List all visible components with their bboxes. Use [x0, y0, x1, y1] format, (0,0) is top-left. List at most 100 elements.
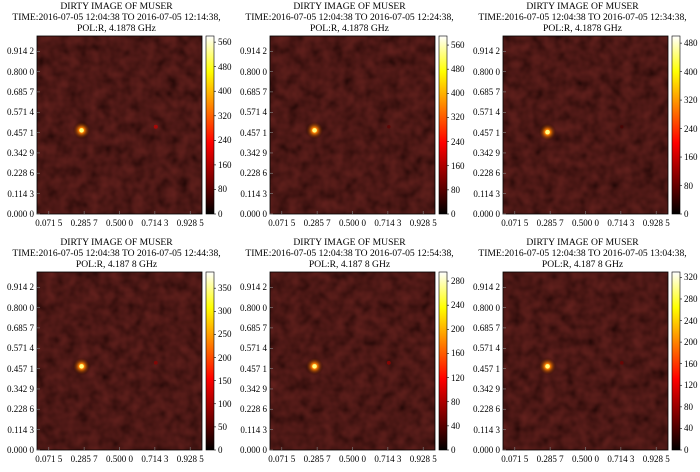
- colorbar-tick-label: 250: [218, 329, 232, 340]
- colorbar-tick-label: 240: [218, 135, 232, 146]
- x-tick-label: 0.500 0: [339, 218, 366, 228]
- chart-title: DIRTY IMAGE OF MUSER: [526, 237, 639, 248]
- y-tick-label: 0.800 0: [240, 302, 267, 313]
- colorbar-tick-label: 0: [451, 445, 456, 455]
- y-tick-label: 0.800 0: [473, 302, 500, 313]
- x-tick-label: 0.928 5: [409, 218, 437, 228]
- source-peak-point: [312, 364, 317, 369]
- y-tick-label: 0.914 2: [7, 46, 34, 57]
- chart-subtitle: POL:R, 4.187 8 GHz: [75, 259, 158, 270]
- colorbar-tick-label: 480: [684, 38, 698, 49]
- chart-title: DIRTY IMAGE OF MUSER: [60, 1, 173, 12]
- x-tick-label: 0.071 5: [35, 454, 63, 464]
- x-tick-label: 0.285 7: [70, 454, 98, 464]
- colorbar-tick-label: 0: [218, 445, 223, 455]
- y-tick-label: 0.114 3: [7, 188, 34, 199]
- chart-title: DIRTY IMAGE OF MUSER: [60, 237, 173, 248]
- heatmap-panel: DIRTY IMAGE OF MUSER TIME:2016-07-05 12:0…: [466, 0, 699, 236]
- secondary-source-point: [387, 125, 391, 129]
- colorbar: [438, 271, 448, 451]
- y-tick-label: 0.800 0: [7, 302, 34, 313]
- colorbar: [671, 271, 681, 451]
- source-peak-point: [312, 128, 317, 133]
- colorbar-tick-label: 400: [218, 86, 232, 97]
- heatmap-noise: [270, 36, 435, 214]
- y-tick-label: 0.457 1: [473, 127, 500, 138]
- colorbar-tick-label: 480: [218, 61, 232, 72]
- y-tick-label: 0.685 7: [240, 86, 267, 97]
- source-peak-point: [545, 364, 550, 369]
- x-tick-label: 0.714 3: [141, 454, 169, 464]
- colorbar: [205, 35, 215, 215]
- x-tick-label: 0.714 3: [374, 218, 402, 228]
- heatmap-noise: [270, 272, 435, 450]
- colorbar-tick-label: 240: [451, 300, 465, 311]
- y-tick-label: 0.800 0: [7, 66, 34, 77]
- chart-title: DIRTY IMAGE OF MUSER: [293, 237, 406, 248]
- secondary-source-point: [153, 124, 158, 129]
- colorbar-tick-label: 300: [218, 306, 232, 317]
- chart-subtitle: TIME:2016-07-05 12:04:38 TO 2016-07-05 1…: [245, 12, 454, 23]
- colorbar-tick-label: 400: [684, 66, 698, 77]
- colorbar-tick-label: 80: [684, 180, 693, 191]
- colorbar-tick-label: 120: [451, 372, 465, 383]
- y-tick-label: 0.114 3: [240, 188, 267, 199]
- y-tick-label: 0.228 6: [473, 168, 500, 179]
- y-tick-label: 0.342 9: [473, 383, 500, 394]
- x-tick-label: 0.928 5: [176, 218, 204, 228]
- colorbar-tick-label: 400: [451, 88, 465, 99]
- colorbar-tick-label: 240: [451, 136, 465, 147]
- colorbar-tick-label: 560: [451, 40, 465, 51]
- chart-subtitle: TIME:2016-07-05 12:04:38 TO 2016-07-05 1…: [12, 12, 221, 23]
- y-tick-label: 0.685 7: [7, 322, 34, 333]
- heatmap-svg: [502, 271, 682, 451]
- colorbar-tick-label: 0: [684, 209, 689, 219]
- y-tick-label: 0.114 3: [473, 424, 500, 435]
- colorbar-tick-label: 200: [684, 337, 698, 348]
- colorbar-tick-label: 320: [684, 95, 698, 106]
- y-tick-label: 0.000 0: [473, 209, 500, 219]
- colorbar-tick-label: 50: [218, 421, 227, 432]
- chart-title: DIRTY IMAGE OF MUSER: [293, 1, 406, 12]
- colorbar: [438, 35, 448, 215]
- chart-subtitle: POL:R, 4.1878 GHz: [310, 23, 389, 34]
- y-tick-label: 0.000 0: [473, 445, 500, 455]
- x-tick-label: 0.714 3: [141, 218, 169, 228]
- heatmap-svg: [502, 35, 682, 215]
- x-tick-label: 0.071 5: [35, 218, 63, 228]
- x-tick-label: 0.500 0: [572, 454, 599, 464]
- x-tick-label: 0.714 3: [374, 454, 402, 464]
- colorbar-tick-label: 80: [451, 396, 460, 407]
- colorbar-tick-label: 40: [684, 423, 693, 434]
- colorbar-tick-label: 160: [684, 152, 698, 163]
- chart-subtitle: TIME:2016-07-05 12:04:38 TO 2016-07-05 1…: [478, 248, 687, 259]
- colorbar-tick-label: 320: [218, 110, 232, 121]
- heatmap-svg: [36, 271, 216, 451]
- y-tick-label: 0.342 9: [7, 383, 34, 394]
- y-tick-label: 0.457 1: [240, 363, 267, 374]
- y-tick-label: 0.228 6: [240, 168, 267, 179]
- x-tick-label: 0.928 5: [409, 454, 437, 464]
- y-tick-label: 0.800 0: [473, 66, 500, 77]
- x-tick-label: 0.071 5: [501, 218, 529, 228]
- colorbar-tick-label: 200: [218, 352, 232, 363]
- heatmap-panel: DIRTY IMAGE OF MUSER TIME:2016-07-05 12:0…: [0, 0, 233, 236]
- colorbar: [205, 271, 215, 451]
- x-tick-label: 0.285 7: [536, 218, 564, 228]
- y-tick-label: 0.800 0: [240, 66, 267, 77]
- colorbar-tick-label: 0: [451, 209, 456, 219]
- heatmap-svg: [36, 35, 216, 215]
- colorbar-tick-label: 40: [451, 420, 460, 431]
- x-tick-label: 0.285 7: [536, 454, 564, 464]
- y-tick-label: 0.114 3: [240, 424, 267, 435]
- colorbar-tick-label: 160: [218, 159, 232, 170]
- y-tick-label: 0.457 1: [7, 363, 34, 374]
- colorbar-tick-label: 480: [451, 64, 465, 75]
- heatmap-noise: [503, 272, 668, 450]
- chart-subtitle: TIME:2016-07-05 12:04:38 TO 2016-07-05 1…: [478, 12, 687, 23]
- x-tick-label: 0.500 0: [106, 218, 133, 228]
- secondary-source-point: [386, 360, 391, 365]
- heatmap-svg: [269, 271, 449, 451]
- secondary-source-point: [619, 360, 624, 365]
- colorbar-tick-label: 120: [684, 380, 698, 391]
